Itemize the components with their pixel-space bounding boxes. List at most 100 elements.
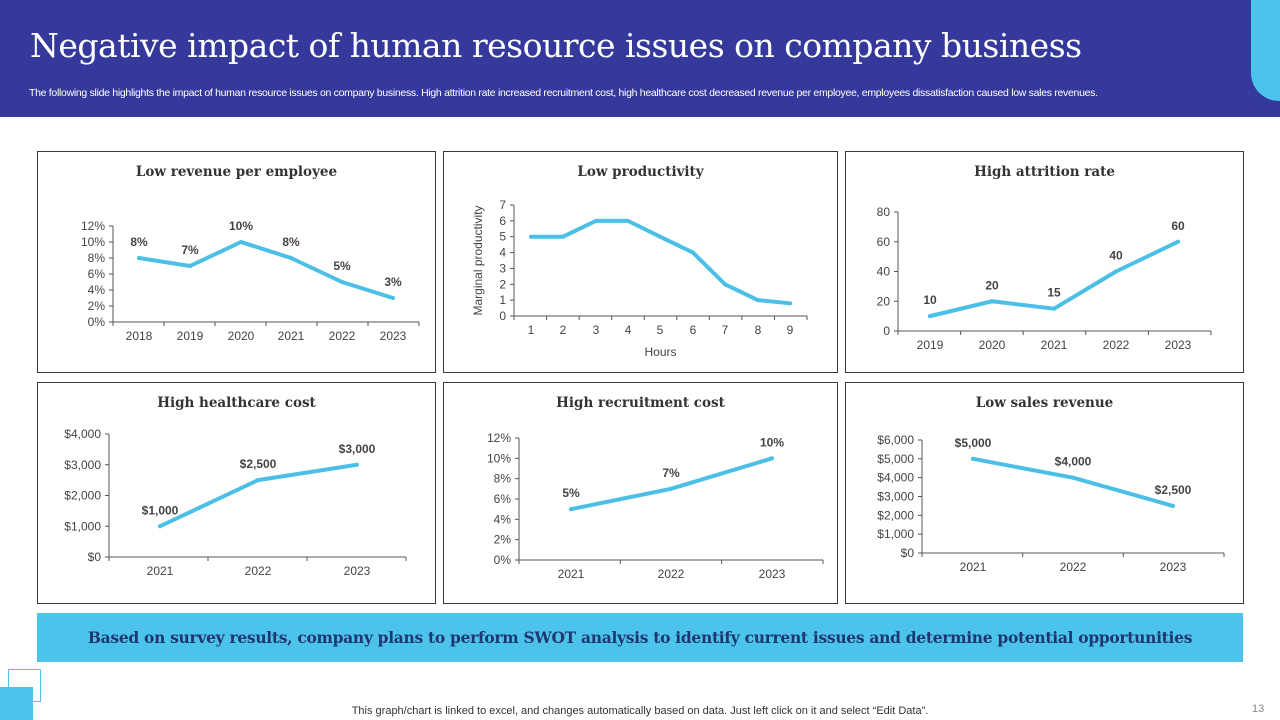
y-tick-label: 5 [499, 230, 506, 244]
chart-panel-sales-revenue[interactable]: Low sales revenue $0 $1,000 $2,000 $3,000 $4,… [845, 382, 1244, 604]
y-tick-label: 12% [81, 219, 105, 233]
data-label: 8% [282, 235, 300, 249]
corner-accent-shape [1251, 0, 1280, 101]
x-tick-label: 2021 [558, 567, 585, 581]
y-tick-label: $4,000 [64, 427, 101, 441]
x-tick-label: 2020 [228, 329, 255, 343]
x-tick-label: 2018 [126, 329, 153, 343]
data-label: 10 [923, 293, 937, 307]
data-label: 3% [384, 275, 402, 289]
data-point [928, 314, 932, 319]
y-tick-label: $1,000 [64, 519, 101, 533]
y-tick-label: 6% [494, 492, 512, 506]
y-tick-label: $2,000 [877, 508, 914, 522]
data-point [770, 456, 774, 461]
y-tick-label: 2% [494, 533, 512, 547]
data-point [788, 301, 792, 306]
x-tick-label: 1 [528, 323, 535, 337]
x-tick-label: 3 [593, 323, 600, 337]
data-point [569, 507, 573, 512]
data-label: 40 [1109, 249, 1123, 263]
x-tick-label: 2023 [344, 564, 371, 578]
chart-panel-healthcare-cost[interactable]: High healthcare cost $0 $1,000 $2,000 $3,000… [37, 382, 436, 604]
data-label: 15 [1047, 286, 1061, 300]
data-point [158, 524, 162, 529]
y-tick-label: $3,000 [64, 458, 101, 472]
y-tick-label: 10% [487, 451, 511, 465]
data-label: 10% [760, 435, 784, 449]
data-point [137, 256, 141, 260]
data-label: 5% [562, 486, 580, 500]
y-tick-label: 10% [81, 235, 105, 249]
chart-svg: 0 20 40 60 80 2019 2020 2021 2022 2023 10 20 15 40 60 [877, 205, 1212, 352]
x-tick-label: 2022 [1103, 338, 1130, 352]
page-title: Negative impact of human resource issues… [30, 26, 1082, 65]
y-tick-label: 8% [88, 251, 106, 265]
data-point [1114, 269, 1118, 274]
data-label: $4,000 [1055, 455, 1092, 469]
data-point [691, 250, 695, 255]
chart-panel-attrition-rate[interactable]: High attrition rate 0 20 40 60 80 2019 2020 2021… [845, 151, 1244, 373]
data-point [594, 218, 598, 223]
x-tick-label: 5 [657, 323, 664, 337]
y-tick-label: $0 [901, 546, 915, 560]
data-label: 20 [985, 278, 999, 292]
x-tick-label: 2 [560, 323, 567, 337]
x-tick-label: 8 [755, 323, 762, 337]
x-tick-label: 2021 [278, 329, 305, 343]
decorative-square-filled [0, 687, 33, 720]
series-line [529, 218, 792, 306]
y-tick-label: 40 [877, 265, 891, 279]
chart-svg: $0 $1,000 $2,000 $3,000 $4,000 $5,000 $6,000 20… [877, 433, 1225, 574]
y-tick-label: 2 [499, 277, 506, 291]
data-label: $2,500 [240, 457, 277, 471]
data-point [723, 282, 727, 287]
y-tick-label: 4% [494, 512, 512, 526]
data-point [340, 280, 344, 284]
x-tick-label: 2023 [1160, 560, 1187, 574]
conclusion-banner: Based on survey results, company plans t… [37, 613, 1243, 662]
x-axis-title: Hours [644, 345, 676, 359]
data-label: $2,500 [1155, 483, 1192, 497]
page-number: 13 [1252, 703, 1265, 715]
y-tick-label: 4 [499, 246, 506, 260]
chart-svg: 0% 2% 4% 6% 8% 10% 12% 2018 2019 2020 2021 2022 2023… [81, 219, 420, 343]
y-tick-label: 0 [499, 309, 506, 323]
chart-title: High healthcare cost [157, 395, 316, 411]
chart-panel-productivity[interactable]: Low productivity 0 1 2 3 4 5 6 7 1 2 3 4 5 6 7 8 9 Hours Ma… [443, 151, 838, 373]
data-point [971, 456, 975, 461]
y-tick-label: 0 [883, 324, 890, 338]
chart-title: High attrition rate [974, 164, 1115, 180]
footer-note: This graph/chart is linked to excel, and… [351, 705, 929, 717]
data-point [1052, 306, 1056, 311]
x-tick-label: 7 [722, 323, 729, 337]
y-tick-label: 1 [499, 293, 506, 307]
chart-title: High recruitment cost [556, 395, 725, 411]
y-tick-label: $5,000 [877, 452, 914, 466]
y-tick-label: 20 [877, 294, 891, 308]
data-label: 7% [662, 466, 680, 480]
chart-panel-revenue-per-employee[interactable]: Low revenue per employee 0% 2% 4% 6% 8% 10% 12%… [37, 151, 436, 373]
series-line [158, 462, 359, 529]
x-tick-label: 4 [625, 323, 632, 337]
data-point [1171, 503, 1175, 508]
chart-title: Low productivity [577, 164, 704, 180]
data-point [1071, 475, 1075, 480]
x-tick-label: 2019 [177, 329, 204, 343]
x-tick-label: 6 [690, 323, 697, 337]
x-tick-label: 2020 [979, 338, 1006, 352]
data-label: 8% [130, 235, 148, 249]
x-tick-label: 2022 [658, 567, 685, 581]
data-point [756, 298, 760, 303]
x-tick-label: 9 [787, 323, 794, 337]
chart-panel-recruitment-cost[interactable]: High recruitment cost 0% 2% 4% 6% 8% 10% 12% 202… [443, 382, 838, 604]
y-tick-label: $6,000 [877, 433, 914, 447]
data-label: $3,000 [339, 442, 376, 456]
y-tick-label: 8% [494, 472, 512, 486]
data-point [626, 218, 630, 223]
data-point [391, 296, 395, 300]
x-tick-label: 2021 [147, 564, 174, 578]
header-bar: Negative impact of human resource issues… [0, 0, 1280, 117]
x-tick-label: 2021 [1041, 338, 1068, 352]
